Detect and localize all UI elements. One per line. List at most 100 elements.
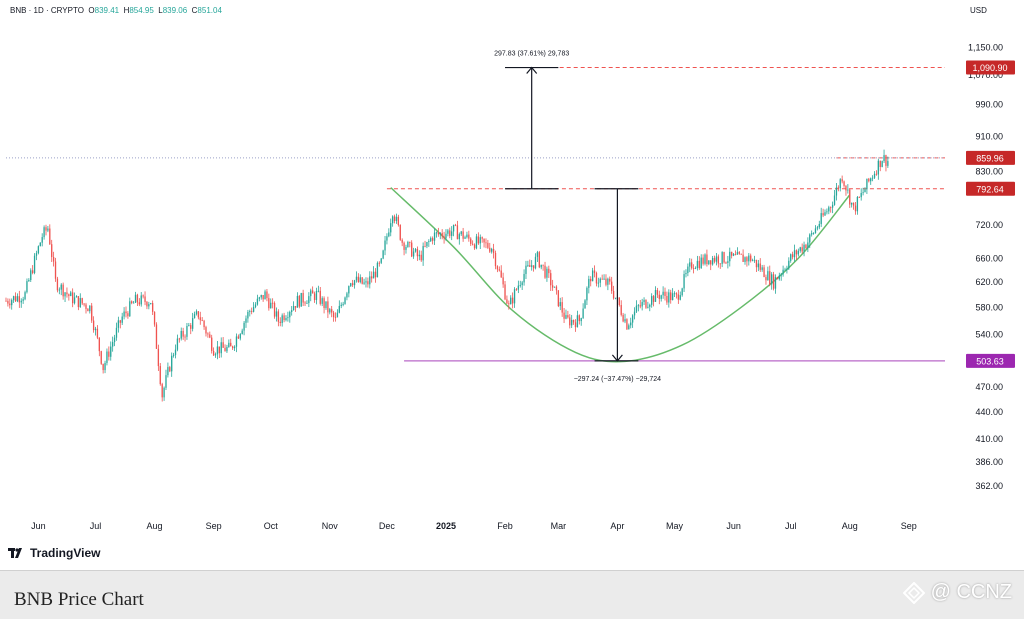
candle-body <box>487 242 489 248</box>
candle-body <box>576 315 579 328</box>
candle-body <box>311 290 314 294</box>
candle-body <box>258 297 260 299</box>
candle-body <box>797 250 800 255</box>
candle-body <box>378 262 380 264</box>
candle-body <box>729 251 731 262</box>
candle-body <box>542 264 544 266</box>
candle-body <box>719 263 721 265</box>
candle-body <box>837 187 840 189</box>
candle-body <box>336 312 339 318</box>
candle-body <box>355 276 358 281</box>
candle-body <box>721 252 723 264</box>
candle-body <box>138 302 140 305</box>
x-tick-label: Jun <box>726 521 741 531</box>
candle-body <box>504 284 506 300</box>
candle-body <box>748 255 750 262</box>
candle-body <box>102 363 104 371</box>
y-tick-label: 386.00 <box>975 457 1003 467</box>
candle-body <box>492 248 495 254</box>
candle-body <box>273 303 276 317</box>
candle-body <box>605 278 607 285</box>
candle-body <box>689 262 691 267</box>
candle-body <box>771 274 773 285</box>
candle-body <box>563 312 565 319</box>
candle-body <box>498 269 500 271</box>
candle-body <box>673 293 676 295</box>
candle-body <box>401 239 403 243</box>
candle-body <box>243 322 245 331</box>
candle-body <box>538 252 540 268</box>
y-tick-label: 910.00 <box>975 131 1003 141</box>
candle-body <box>108 351 110 357</box>
candle-body <box>12 296 15 301</box>
candle-body <box>327 301 329 313</box>
x-tick-label: Nov <box>322 521 339 531</box>
candle-body <box>125 311 127 314</box>
candle-body <box>540 264 542 268</box>
candle-body <box>224 347 226 352</box>
tradingview-logo[interactable]: TradingView <box>8 546 100 560</box>
price-chart[interactable]: 297.83 (37.61%) 29,783 −297.24 (−37.47%) … <box>0 0 1024 570</box>
candle-body <box>523 273 525 283</box>
candle-body <box>56 278 59 291</box>
candle-body <box>456 225 459 240</box>
candle-body <box>788 260 790 269</box>
candle-body <box>519 285 521 286</box>
candle-body <box>445 233 447 239</box>
candle-body <box>451 231 453 236</box>
price-badge-label: 1,090.90 <box>972 63 1007 73</box>
candle-body <box>110 346 112 357</box>
candle-body <box>466 234 468 238</box>
candle-body <box>131 301 133 304</box>
candle-body <box>449 230 451 236</box>
candle-body <box>489 247 491 252</box>
candle-body <box>171 355 173 372</box>
candle-body <box>371 276 373 279</box>
candle-body <box>652 296 655 302</box>
candle-body <box>687 266 689 274</box>
candle-body <box>155 324 158 349</box>
candle-body <box>708 260 710 265</box>
candle-body <box>447 230 449 234</box>
candle-body <box>228 342 230 348</box>
y-tick-label: 470.00 <box>975 382 1003 392</box>
candle-body <box>230 342 232 347</box>
candle-body <box>79 298 81 308</box>
candle-body <box>251 311 253 312</box>
candle-body <box>458 234 460 240</box>
candle-body <box>96 328 99 338</box>
candle-body <box>424 246 426 247</box>
candle-body <box>412 251 415 257</box>
candle-body <box>582 308 584 319</box>
candle-body <box>639 305 641 307</box>
candle-body <box>277 311 280 322</box>
ohlc-legend: BNB · 1D · CRYPTO O839.41 H854.95 L839.0… <box>10 6 222 15</box>
currency-label[interactable]: USD <box>970 6 987 15</box>
candle-body <box>18 296 20 303</box>
candle-body <box>380 258 382 263</box>
measure-arrowhead <box>611 354 623 362</box>
candle-body <box>660 295 662 299</box>
candle-body <box>723 252 725 263</box>
candle-body <box>73 297 76 304</box>
candle-body <box>633 311 636 316</box>
candle-body <box>310 290 312 297</box>
x-tick-label: Aug <box>147 521 163 531</box>
candle-body <box>753 259 756 261</box>
candle-body <box>92 320 95 331</box>
candle-body <box>361 277 363 284</box>
candle-body <box>470 238 472 244</box>
candle-body <box>525 265 527 274</box>
price-badge-label: 503.63 <box>976 356 1004 366</box>
candle-body <box>691 262 693 269</box>
candle-body <box>761 267 763 270</box>
candle-body <box>142 295 144 297</box>
candle-body <box>391 216 394 224</box>
candle-body <box>782 269 784 275</box>
candle-body <box>430 238 432 242</box>
candle-body <box>169 367 171 372</box>
candle-body <box>711 258 714 265</box>
candle-body <box>294 306 297 308</box>
candle-body <box>683 274 685 289</box>
candle-body <box>574 322 577 328</box>
